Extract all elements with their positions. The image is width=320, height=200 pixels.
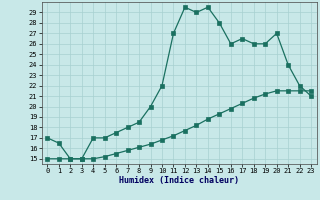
X-axis label: Humidex (Indice chaleur): Humidex (Indice chaleur) [119,176,239,185]
